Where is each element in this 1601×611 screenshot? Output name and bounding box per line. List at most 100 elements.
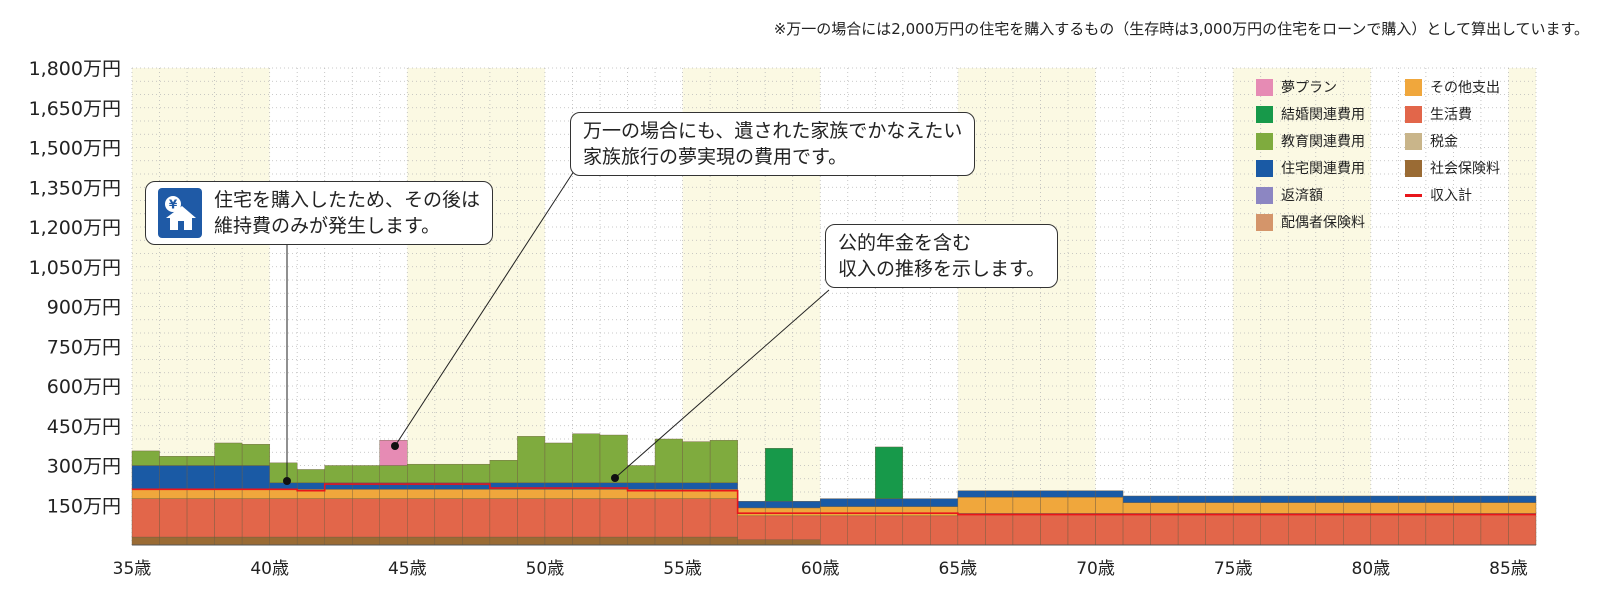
bar-segment — [489, 460, 518, 483]
legend-label: 税金 — [1430, 134, 1458, 150]
legend-swatch — [1256, 186, 1273, 204]
bar-segment — [1398, 513, 1427, 546]
bar-segment — [1425, 502, 1454, 514]
bar-segment — [764, 515, 793, 540]
bar-segment — [1150, 513, 1179, 546]
y-tick-label: 450万円 — [47, 416, 121, 438]
bar-segment — [1398, 495, 1427, 503]
bar-segment — [407, 489, 436, 499]
bar-segment — [957, 497, 986, 514]
bar-segment — [544, 442, 573, 483]
bar-segment — [847, 498, 876, 507]
legend-label: 住宅関連費用 — [1281, 161, 1365, 177]
callout-dream-leader-dot — [391, 442, 399, 450]
bar-segment — [930, 515, 959, 546]
bar-segment — [1343, 502, 1372, 514]
bar-segment — [214, 442, 243, 466]
bar-segment — [1315, 502, 1344, 514]
bar-segment — [792, 507, 821, 517]
legend-swatch — [1405, 78, 1422, 96]
bar-segment — [489, 536, 518, 546]
chart-legend: 夢プラン 結婚関連費用 教育関連費用 住宅関連費用 返済額 配偶者保険料 その他支出 生活費税… — [1256, 77, 1583, 247]
legend-swatch — [1256, 78, 1273, 96]
bar-segment — [682, 482, 711, 490]
callout-house-leader-dot — [283, 477, 291, 485]
bar-segment — [627, 482, 656, 490]
bar-segment — [186, 456, 215, 466]
bar-segment — [379, 498, 408, 538]
bar-segment — [1260, 495, 1289, 503]
bar-segment — [544, 498, 573, 538]
bar-segment — [517, 498, 546, 538]
y-tick-label: 1,800万円 — [29, 58, 121, 80]
bar-segment — [241, 465, 270, 490]
bar-segment — [572, 536, 601, 546]
bar-segment — [902, 498, 931, 507]
x-tick-label: 75歳 — [1214, 559, 1253, 579]
bar-segment — [296, 482, 325, 490]
bar-segment — [379, 536, 408, 546]
bar-segment — [489, 498, 518, 538]
bar-segment — [709, 482, 738, 490]
legend-swatch — [1405, 159, 1422, 177]
bar-segment — [1260, 502, 1289, 514]
x-tick-label: 70歳 — [1076, 559, 1115, 579]
bar-segment — [1425, 495, 1454, 503]
bar-segment — [627, 536, 656, 546]
bar-segment — [1012, 513, 1041, 546]
bar-segment — [1508, 502, 1537, 514]
bar-segment — [792, 539, 821, 546]
bar-segment — [682, 441, 711, 483]
bar-segment — [324, 536, 353, 546]
legend-swatch — [1405, 105, 1422, 123]
y-tick-label: 900万円 — [47, 297, 121, 319]
bar-segment — [985, 490, 1014, 498]
bar-segment — [1370, 495, 1399, 503]
bar-segment — [902, 506, 931, 517]
legend-item: 夢プラン — [1256, 77, 1337, 97]
bar-segment — [462, 498, 491, 538]
bar-segment — [1508, 495, 1537, 503]
bar-segment — [957, 490, 986, 498]
bar-segment — [517, 436, 546, 483]
bar-segment — [1232, 495, 1261, 503]
bar-segment — [296, 469, 325, 483]
bar-segment — [1150, 502, 1179, 514]
legend-swatch — [1256, 132, 1273, 150]
x-tick-label: 35歳 — [113, 559, 152, 579]
bar-segment — [875, 446, 904, 499]
bar-segment — [1095, 497, 1124, 514]
bar-segment — [269, 498, 298, 538]
bar-segment — [764, 507, 793, 517]
x-tick-label: 65歳 — [939, 559, 978, 579]
callout-income-line: 収入の推移を示します。 — [838, 258, 1046, 280]
bar-segment — [1040, 497, 1069, 514]
bar-segment — [1343, 495, 1372, 503]
bar-segment — [737, 515, 766, 540]
bar-segment — [1122, 495, 1151, 503]
bar-segment — [627, 498, 656, 538]
bar-segment — [159, 536, 188, 546]
bar-segment — [407, 463, 436, 483]
bar-segment — [131, 489, 160, 499]
bar-segment — [875, 498, 904, 507]
bar-segment — [764, 448, 793, 502]
bar-segment — [1205, 502, 1234, 514]
bar-segment — [159, 498, 188, 538]
bar-segment — [434, 463, 463, 483]
bar-segment — [1122, 513, 1151, 546]
y-tick-label: 150万円 — [47, 495, 121, 517]
bar-segment — [654, 482, 683, 490]
bar-segment — [131, 450, 160, 466]
bar-segment — [572, 489, 601, 499]
y-tick-label: 300万円 — [47, 456, 121, 478]
legend-swatch — [1256, 213, 1273, 231]
bar-segment — [544, 489, 573, 499]
bar-segment — [159, 489, 188, 499]
x-tick-label: 40歳 — [250, 559, 289, 579]
bar-segment — [352, 536, 380, 546]
legend-item: その他支出 — [1405, 77, 1500, 97]
legend-label: 教育関連費用 — [1281, 134, 1365, 150]
bar-segment — [269, 536, 298, 546]
bar-segment — [820, 506, 848, 517]
